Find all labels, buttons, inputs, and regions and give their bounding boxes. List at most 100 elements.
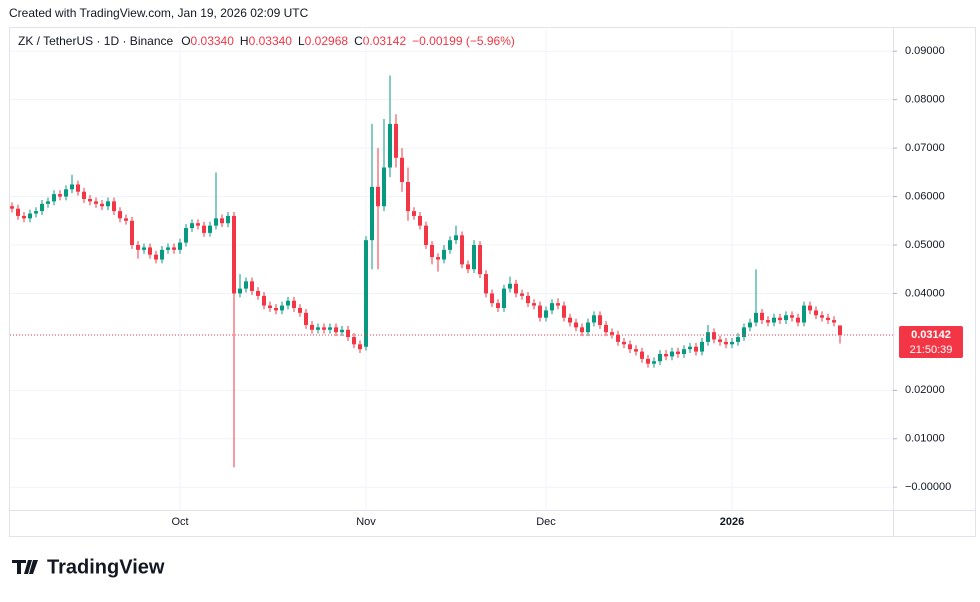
candle-body [544, 310, 548, 318]
candle-body [490, 293, 494, 304]
candle-body [202, 225, 206, 233]
candle-body [220, 218, 224, 224]
candle-body [724, 341, 728, 345]
candle-body [400, 157, 404, 183]
countdown: 21:50:39 [910, 344, 953, 356]
candle-body [706, 332, 710, 342]
last-price-label: 0.03142 [911, 329, 951, 341]
candle-body [568, 317, 572, 323]
candle-body [634, 349, 638, 352]
candle-body [34, 211, 38, 214]
candle-body [736, 337, 740, 342]
x-tick-label: Nov [356, 516, 376, 528]
candle-body [16, 208, 20, 216]
candle-body [730, 341, 734, 345]
candle-body [316, 327, 320, 330]
ohlc-label: H [240, 34, 249, 48]
candle-body [340, 329, 344, 333]
candle-body [418, 215, 422, 226]
candle-body [280, 305, 284, 311]
candle-body [712, 332, 716, 340]
candle-body [274, 307, 278, 311]
candle-body [748, 322, 752, 328]
candle-body [574, 322, 578, 328]
candle-body [394, 123, 398, 158]
candle-body [766, 320, 770, 323]
candle-body [382, 167, 386, 207]
candle-body [460, 235, 464, 265]
candle-body [562, 305, 566, 318]
candle-body [718, 339, 722, 342]
candle-body [10, 206, 14, 209]
candle-body [166, 247, 170, 250]
candle-body [838, 325, 842, 336]
candle-body [610, 332, 614, 335]
candle-body [484, 274, 488, 294]
candle-body [436, 257, 440, 260]
candle-body [424, 225, 428, 246]
candle-body [580, 327, 584, 333]
ohlc-label: L [298, 34, 305, 48]
candle-body [244, 281, 248, 289]
candle-body [598, 315, 602, 325]
candle-body [82, 191, 86, 199]
candle-body [142, 247, 146, 250]
candle-body [262, 295, 266, 306]
candle-body [190, 223, 194, 229]
y-tick-label: 0.05000 [905, 239, 945, 251]
candle-body [88, 198, 92, 202]
candle-body [406, 182, 410, 212]
candle-body [808, 305, 812, 311]
created-note: Created with TradingView.com, Jan 19, 20… [9, 6, 309, 20]
candle-body [604, 324, 608, 333]
candle-body [64, 189, 68, 197]
candle-body [772, 317, 776, 323]
candle-body [214, 218, 218, 226]
x-tick-label: Oct [171, 516, 188, 528]
x-tick-label: 2026 [720, 516, 744, 528]
candle-body [586, 322, 590, 333]
candle-body [754, 312, 758, 323]
candle-body [268, 305, 272, 308]
candle-body [28, 213, 32, 219]
legend-text: ZK / TetherUS · 1D · Binance O0.03340 H0.0… [18, 34, 515, 48]
candle-body [58, 194, 62, 197]
candle-body [160, 249, 164, 260]
candle-body [694, 346, 698, 352]
y-tick-label: 0.02000 [905, 384, 945, 396]
candle-body [790, 315, 794, 318]
candle-body [256, 291, 260, 296]
candle-body [676, 351, 680, 355]
candle-body [472, 245, 476, 270]
candle-body [124, 218, 128, 221]
candle-body [154, 254, 158, 260]
y-tick-label: 0.01000 [905, 433, 945, 445]
candle-body [448, 240, 452, 250]
y-tick-label: −0.00000 [905, 481, 951, 493]
candle-body [742, 327, 746, 338]
candle-body [556, 303, 560, 306]
candle-body [802, 305, 806, 323]
candle-body [22, 215, 26, 219]
candle-body [454, 235, 458, 241]
candle-body [784, 315, 788, 321]
candle-body [442, 249, 446, 260]
candle-body [622, 341, 626, 345]
change: −0.00199 (−5.96%) [412, 34, 515, 48]
candle-body [322, 327, 326, 330]
candle-body [388, 123, 392, 168]
candle-body [412, 211, 416, 216]
candle-body [526, 295, 530, 304]
candle-body [688, 346, 692, 350]
candle-body [178, 242, 182, 250]
candle-body [430, 245, 434, 258]
candle-body [478, 245, 482, 275]
candle-body [46, 201, 50, 204]
candle-body [358, 344, 362, 350]
candle-body [550, 303, 554, 311]
candle-body [40, 203, 44, 212]
candle-body [208, 225, 212, 233]
x-tick-label: Dec [536, 516, 556, 528]
